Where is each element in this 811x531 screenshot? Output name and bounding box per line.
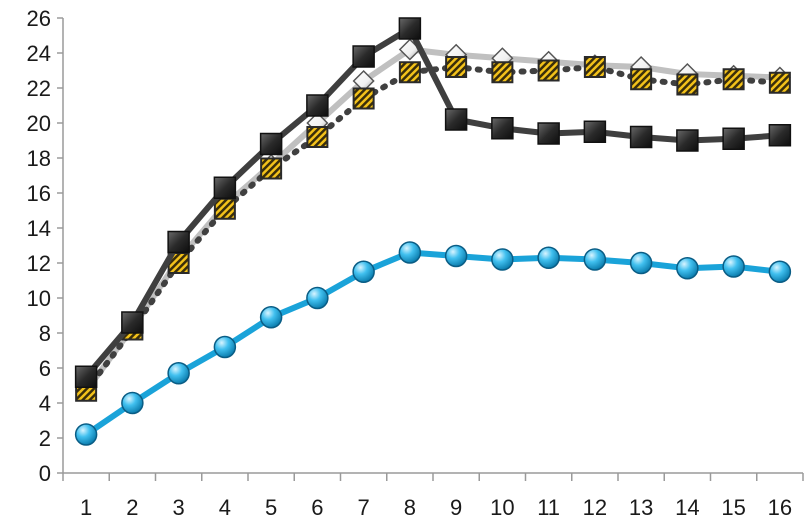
data-point-s4-2 [121, 391, 144, 415]
data-point-s3-14 [676, 129, 699, 152]
data-point-s2-4 [213, 197, 236, 220]
data-point-s3-5 [259, 132, 283, 156]
x-tick-label: 11 [537, 495, 560, 520]
x-tick-label: 2 [126, 495, 138, 520]
y-tick-label: 12 [27, 251, 51, 276]
x-tick-label: 13 [629, 495, 653, 520]
data-point-s2-9 [445, 56, 468, 78]
data-point-s4-13 [629, 251, 653, 275]
data-point-s3-9 [444, 108, 468, 131]
data-point-s4-14 [676, 257, 699, 280]
data-point-s4-3 [167, 362, 190, 385]
y-tick-label: 10 [27, 286, 51, 311]
series-layer [74, 17, 792, 446]
data-point-s2-15 [722, 68, 745, 91]
x-tick-label: 7 [358, 495, 370, 520]
x-tick-label: 1 [80, 495, 92, 520]
data-point-s3-6 [306, 94, 329, 117]
data-point-s2-16 [768, 71, 791, 94]
data-point-s3-2 [121, 311, 144, 334]
data-point-s4-16 [768, 260, 792, 283]
axes [57, 17, 804, 481]
x-tick-label: 16 [768, 495, 792, 520]
x-tick-label: 15 [721, 495, 745, 520]
data-point-s4-5 [259, 306, 283, 329]
x-tick-label: 14 [675, 495, 699, 520]
data-point-s3-16 [768, 124, 792, 147]
data-point-s2-7 [352, 87, 375, 110]
data-point-s3-13 [629, 125, 653, 149]
series-line-1 [83, 46, 783, 394]
data-point-s4-4 [213, 335, 237, 359]
data-point-s2-13 [630, 68, 653, 91]
data-point-s2-5 [260, 157, 283, 180]
y-tick-label: 2 [39, 426, 51, 451]
data-point-s3-12 [583, 120, 607, 143]
x-tick-label: 10 [490, 495, 514, 520]
y-tick-label: 14 [27, 216, 51, 241]
x-tick-label: 5 [265, 495, 277, 520]
data-point-s4-6 [306, 286, 329, 310]
data-point-s3-11 [537, 122, 560, 145]
x-tick-label: 6 [311, 495, 323, 520]
data-point-s2-8 [398, 61, 421, 84]
data-point-s3-10 [491, 117, 514, 140]
data-point-s2-11 [537, 59, 560, 82]
data-point-s3-3 [167, 230, 190, 254]
y-tick-label: 26 [27, 6, 51, 31]
series-line-3 [83, 25, 783, 380]
data-point-s3-1 [74, 365, 98, 388]
y-tick-label: 6 [39, 356, 51, 381]
data-point-s4-10 [491, 248, 514, 271]
data-point-s4-8 [398, 241, 422, 264]
data-point-s4-1 [74, 423, 98, 446]
y-tick-label: 24 [27, 41, 51, 66]
y-tick-label: 22 [27, 76, 51, 101]
y-tick-label: 4 [39, 391, 51, 416]
data-point-s3-7 [352, 45, 375, 68]
y-tick-label: 8 [39, 321, 51, 346]
data-point-s4-9 [444, 244, 468, 268]
data-point-s4-11 [537, 246, 560, 269]
data-point-s4-15 [722, 255, 745, 278]
y-tick-label: 20 [27, 111, 51, 136]
data-point-s3-15 [722, 127, 745, 150]
data-point-s3-8 [398, 17, 422, 40]
series-line-4 [83, 249, 783, 438]
data-point-s2-10 [491, 61, 514, 84]
x-tick-label: 9 [450, 495, 462, 520]
data-point-s3-4 [213, 176, 237, 199]
x-tick-label: 4 [219, 495, 231, 520]
x-tick-label: 8 [404, 495, 416, 520]
data-point-s4-7 [352, 260, 375, 283]
x-tick-label: 3 [173, 495, 185, 520]
data-point-s2-14 [676, 73, 699, 96]
y-tick-label: 0 [39, 461, 51, 486]
y-tick-label: 18 [27, 146, 51, 171]
x-tick-label: 12 [583, 495, 607, 520]
data-point-s2-6 [306, 126, 329, 148]
data-point-s4-12 [583, 248, 607, 271]
y-tick-label: 16 [27, 181, 51, 206]
data-point-s2-12 [583, 56, 606, 78]
